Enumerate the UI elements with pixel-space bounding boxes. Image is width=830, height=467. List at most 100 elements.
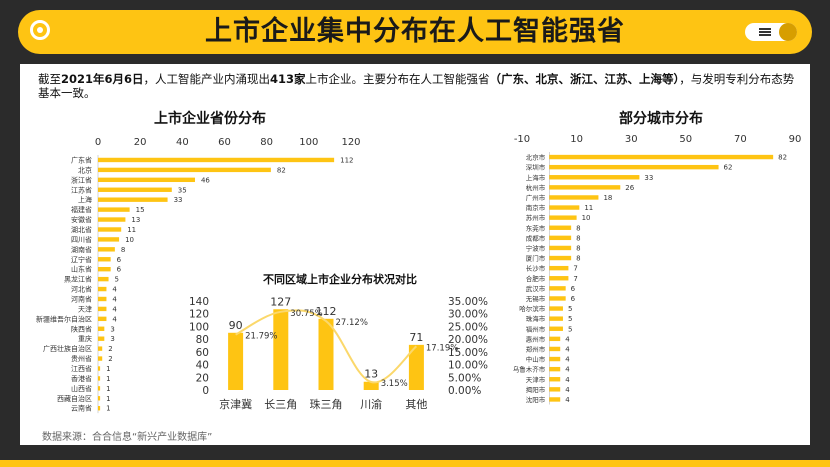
province-x-tick: 120 xyxy=(341,137,360,148)
data-source: 数据来源：合合信息“新兴产业数据库” xyxy=(42,432,213,443)
province-value: 2 xyxy=(108,345,112,353)
province-label: 上海 xyxy=(78,195,92,204)
menu-toggle[interactable] xyxy=(745,23,797,41)
city-bar xyxy=(549,245,572,251)
province-value: 1 xyxy=(106,395,110,403)
province-value: 4 xyxy=(112,295,117,303)
target-icon xyxy=(30,20,50,40)
province-bar xyxy=(98,366,101,371)
city-value: 8 xyxy=(576,255,580,263)
city-bar xyxy=(549,346,561,352)
city-label: 惠州市 xyxy=(526,334,546,343)
province-value: 35 xyxy=(178,186,187,194)
province-label: 黑龙江省 xyxy=(64,275,92,284)
province-label: 香港省 xyxy=(71,374,92,383)
province-bar xyxy=(98,187,172,192)
region-share-label: 30.75% xyxy=(290,309,322,319)
city-value: 4 xyxy=(565,376,570,384)
city-value: 82 xyxy=(778,154,787,162)
intro-part-4: ，与发明专利分布态势基本一致。 xyxy=(38,72,795,100)
province-label: 四川省 xyxy=(71,235,92,244)
city-chart-title: 部分城市分布 xyxy=(619,110,703,127)
province-value: 2 xyxy=(108,355,112,363)
province-label: 云南省 xyxy=(71,404,92,413)
province-value: 5 xyxy=(115,276,119,284)
intro-date: 2021年6月6日 xyxy=(61,72,144,86)
city-label: 深圳市 xyxy=(526,163,546,172)
province-value: 11 xyxy=(127,226,136,234)
province-bar xyxy=(98,286,107,292)
region-y2-tick: 25.00% xyxy=(448,321,488,333)
city-label: 揭阳市 xyxy=(526,385,546,394)
city-label: 北京市 xyxy=(526,153,546,162)
city-bar xyxy=(549,205,580,210)
city-bar xyxy=(549,154,774,160)
province-value: 15 xyxy=(136,206,145,214)
province-label: 广西壮族自治区 xyxy=(43,344,92,353)
region-label: 长三角 xyxy=(264,398,297,411)
province-label: 河南省 xyxy=(71,294,92,303)
province-bar xyxy=(98,306,107,312)
city-x-tick: 10 xyxy=(570,134,583,145)
city-bar xyxy=(549,175,640,180)
city-label: 南京市 xyxy=(526,203,546,212)
city-bar xyxy=(549,326,563,331)
province-value: 112 xyxy=(340,156,353,164)
province-value: 13 xyxy=(131,216,140,224)
city-bar xyxy=(549,235,572,241)
city-value: 10 xyxy=(582,214,591,222)
province-value: 4 xyxy=(112,305,117,313)
region-share-label: 17.19% xyxy=(426,343,458,353)
region-bar xyxy=(273,309,289,390)
region-value: 71 xyxy=(409,331,423,344)
city-bar xyxy=(549,195,599,200)
city-value: 26 xyxy=(625,184,634,192)
province-label: 湖北省 xyxy=(71,225,92,234)
city-bar xyxy=(549,387,561,392)
region-y2-tick: 10.00% xyxy=(448,360,488,372)
intro-part-1: 截至 xyxy=(38,72,61,86)
region-y-tick: 0 xyxy=(202,385,209,397)
province-bar xyxy=(98,376,101,381)
region-y2-tick: 35.00% xyxy=(448,296,488,308)
city-value: 6 xyxy=(571,285,576,293)
province-x-tick: 20 xyxy=(134,137,147,148)
region-y2-tick: 15.00% xyxy=(448,347,488,359)
province-x-tick: 100 xyxy=(299,137,318,148)
city-label: 上海市 xyxy=(526,173,546,182)
region-y-tick: 140 xyxy=(189,296,209,308)
intro-provinces: （广东、北京、浙江、江苏、上海等） xyxy=(489,72,680,86)
city-bar xyxy=(549,225,572,230)
city-bar xyxy=(549,215,577,220)
city-x-tick: -10 xyxy=(514,134,530,145)
province-bar xyxy=(98,316,107,322)
region-value: 112 xyxy=(316,305,337,318)
province-label: 辽宁省 xyxy=(71,255,92,264)
province-label: 西藏自治区 xyxy=(57,394,92,403)
region-label: 京津冀 xyxy=(219,397,252,411)
city-bar xyxy=(549,296,566,301)
region-label: 其他 xyxy=(405,398,427,411)
region-share-line xyxy=(235,309,418,384)
province-x-tick: 60 xyxy=(218,137,231,148)
city-value: 4 xyxy=(565,366,570,374)
city-x-tick: 70 xyxy=(734,134,747,145)
province-chart-title: 上市企业省份分布 xyxy=(154,110,266,127)
region-share-label: 21.79% xyxy=(245,332,277,342)
province-bar xyxy=(98,257,111,262)
city-bar xyxy=(549,164,719,170)
city-bar xyxy=(549,356,561,362)
province-label: 贵州省 xyxy=(71,354,92,363)
province-value: 6 xyxy=(117,266,122,274)
city-value: 4 xyxy=(565,356,570,364)
city-value: 5 xyxy=(568,325,572,333)
region-bar xyxy=(318,318,334,390)
menu-icon xyxy=(759,28,771,36)
intro-part-3: 上市企业。主要分布在人工智能强省 xyxy=(305,72,490,86)
city-value: 4 xyxy=(565,345,570,353)
city-value: 4 xyxy=(565,396,570,404)
city-label: 武汉市 xyxy=(526,284,546,293)
city-label: 长沙市 xyxy=(526,264,546,273)
city-label: 厦门市 xyxy=(526,254,546,263)
city-label: 沈阳市 xyxy=(526,395,546,404)
